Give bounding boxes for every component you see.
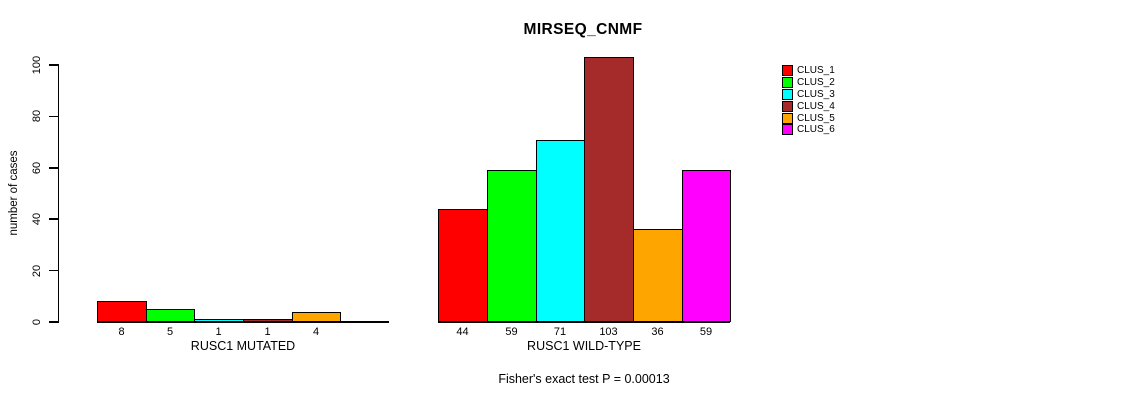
legend-swatch-clus_4	[782, 100, 793, 112]
legend-label: CLUS_2	[797, 77, 835, 89]
bar-value-label: 59	[699, 326, 713, 338]
bar-value-label: 59	[505, 326, 518, 338]
legend-swatch-clus_2	[782, 77, 793, 89]
y-axis-tick	[48, 64, 58, 66]
y-axis-tick	[48, 167, 58, 169]
bar-value-label: 8	[118, 326, 125, 338]
legend-item-clus_2: CLUS_2	[782, 77, 835, 89]
legend-label: CLUS_5	[797, 112, 835, 124]
y-axis-tick-label: 100	[30, 55, 43, 75]
y-axis-tick-label: 40	[30, 213, 43, 226]
legend-item-clus_6: CLUS_6	[782, 124, 835, 136]
y-axis-label: number of cases	[8, 150, 20, 236]
x-axis-line	[97, 321, 390, 323]
legend-item-clus_5: CLUS_5	[782, 112, 835, 124]
chart-title: MIRSEQ_CNMF	[523, 21, 643, 38]
legend-item-clus_4: CLUS_4	[782, 100, 835, 112]
y-axis-tick	[48, 115, 58, 118]
y-axis-tick-label: 60	[30, 161, 43, 174]
legend-swatch-clus_1	[782, 65, 793, 77]
bar-value-label: 1	[264, 326, 271, 338]
bar-value-label: 71	[553, 326, 567, 338]
y-axis-tick	[48, 218, 58, 220]
bar-value-label: 1	[215, 326, 222, 338]
legend-item-clus_1: CLUS_1	[782, 65, 835, 77]
y-axis-tick-label: 20	[30, 264, 43, 277]
bar-clus_5	[292, 311, 341, 322]
x-axis-group-label-mutated: RUSC1 MUTATED	[190, 339, 296, 353]
legend-label: CLUS_1	[797, 65, 835, 77]
bar-clus_2	[487, 170, 537, 322]
bar-clus_4	[584, 57, 634, 322]
legend-swatch-clus_5	[782, 112, 793, 124]
legend-swatch-clus_3	[782, 88, 793, 100]
bar-value-label: 36	[651, 326, 664, 338]
bar-value-label: 4	[312, 326, 320, 338]
x-axis-group-label-wildtype: RUSC1 WILD-TYPE	[527, 339, 641, 353]
bar-clus_6	[682, 170, 731, 322]
fisher-test-annotation: Fisher's exact test P = 0.00013	[498, 372, 670, 386]
bar-clus_3	[536, 139, 585, 322]
y-axis-tick-label: 0	[30, 318, 43, 326]
y-axis-line	[57, 64, 59, 323]
bar-clus_1	[97, 301, 147, 322]
legend-label: CLUS_4	[797, 100, 835, 112]
legend-swatch-clus_6	[782, 124, 793, 136]
bar-value-label: 44	[456, 326, 469, 338]
bar-clus_1	[438, 208, 488, 322]
bar-clus_2	[146, 309, 195, 322]
x-axis-line	[438, 321, 731, 323]
legend: CLUS_1 CLUS_2 CLUS_3 CLUS_4 CLUS_5 CLUS_6	[782, 65, 835, 136]
bar-value-label: 103	[599, 326, 618, 338]
bar-value-label: 5	[166, 326, 174, 338]
legend-item-clus_3: CLUS_3	[782, 88, 835, 101]
y-axis-tick	[48, 321, 58, 323]
legend-label: CLUS_6	[797, 124, 835, 136]
legend-label: CLUS_3	[797, 88, 835, 100]
bar-clus_5	[633, 229, 683, 322]
y-axis-tick	[48, 269, 58, 272]
bar-clus_3	[194, 319, 244, 322]
bar-clus_4	[243, 319, 293, 322]
y-axis-tick-label: 80	[30, 110, 43, 123]
